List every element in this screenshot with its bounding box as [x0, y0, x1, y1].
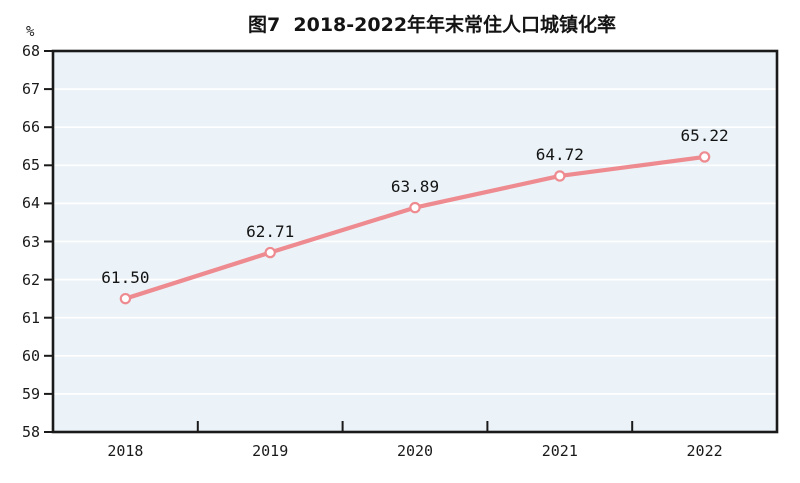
- data-point-value-label: 65.22: [680, 125, 729, 145]
- data-point-marker: [264, 246, 276, 259]
- y-tick-label: 64: [21, 194, 40, 213]
- y-tick-label: 59: [21, 384, 40, 403]
- y-tick-label: 60: [21, 346, 40, 365]
- x-tick-label: 2018: [107, 442, 144, 460]
- y-tick-label: 62: [21, 270, 40, 289]
- y-tick-label: 67: [21, 80, 40, 99]
- data-point-marker: [554, 170, 566, 182]
- y-tick-label: 61: [21, 308, 40, 327]
- y-tick-label: 68: [21, 42, 40, 60]
- data-point-marker: [698, 151, 711, 163]
- data-point-value-label: 63.89: [390, 176, 440, 196]
- x-tick-label: 2022: [686, 442, 723, 460]
- data-point-value-label: 61.50: [101, 267, 150, 287]
- y-tick-label: 63: [21, 232, 40, 251]
- y-axis-unit-label: %: [26, 24, 35, 40]
- data-point-value-label: 64.72: [535, 144, 584, 164]
- x-tick-label: 2019: [252, 442, 289, 460]
- x-tick-label: 2021: [541, 442, 578, 460]
- chart-title: 图7 2018-2022年年末常住人口城镇化率: [247, 14, 617, 36]
- y-tick-label: 58: [21, 423, 40, 441]
- data-point-marker: [119, 292, 132, 305]
- x-tick-label: 2020: [396, 442, 434, 460]
- data-point-marker: [409, 201, 421, 214]
- y-tick-label: 66: [21, 118, 40, 137]
- data-point-value-label: 62.71: [246, 221, 295, 241]
- y-tick-label: 65: [21, 156, 40, 175]
